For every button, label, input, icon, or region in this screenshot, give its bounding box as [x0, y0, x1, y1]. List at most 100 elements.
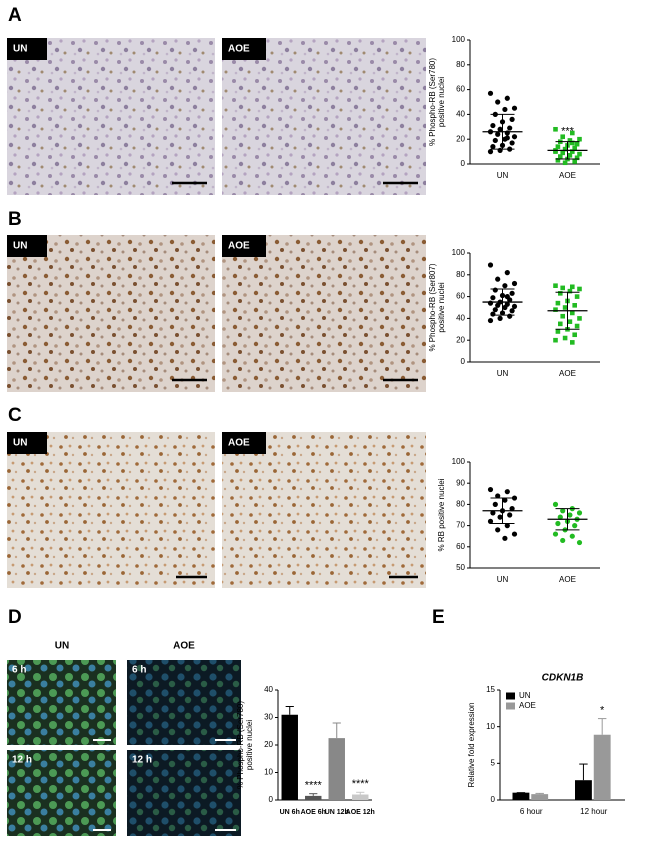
data-point	[562, 160, 568, 166]
data-point	[577, 316, 582, 321]
data-point	[567, 319, 573, 324]
panel-label: E	[432, 607, 445, 628]
y-tick-label: 40	[456, 110, 465, 119]
y-tick-label: 0	[461, 159, 466, 168]
data-point	[495, 99, 501, 105]
data-point	[562, 335, 568, 341]
data-point	[553, 149, 558, 154]
data-point	[570, 310, 575, 316]
data-point	[502, 497, 508, 503]
data-point	[487, 518, 494, 524]
data-point	[562, 146, 568, 152]
y-tick-label: 0	[491, 795, 496, 804]
label-box	[7, 38, 47, 60]
data-point	[504, 489, 510, 495]
data-point	[558, 291, 563, 296]
y-tick-label: 5	[491, 758, 496, 767]
micrograph	[7, 660, 116, 745]
x-tick-label: UN	[497, 171, 509, 180]
image-label: UN	[13, 241, 27, 252]
x-tick-label: UN	[497, 369, 509, 378]
data-point	[567, 138, 573, 143]
y-tick-label: 100	[452, 457, 466, 466]
legend-label: AOE	[519, 701, 536, 710]
image-label: AOE	[228, 241, 250, 252]
data-point	[555, 329, 561, 334]
bar	[305, 795, 322, 800]
data-point	[502, 106, 508, 113]
y-axis-label: % Phospho-RB (Ser780)	[236, 701, 245, 789]
data-point	[570, 130, 575, 136]
data-point	[487, 149, 494, 155]
data-point	[504, 135, 510, 141]
data-point	[558, 321, 563, 327]
x-tick-label: AOE	[559, 369, 576, 378]
data-point	[495, 302, 501, 308]
bar	[328, 738, 345, 800]
panel-label: B	[8, 209, 22, 230]
label-box	[7, 432, 47, 454]
data-point	[553, 337, 558, 343]
data-point	[495, 131, 501, 137]
data-point	[509, 506, 515, 512]
data-point	[567, 153, 573, 158]
micrograph	[127, 660, 241, 745]
x-tick-label: 12 hour	[580, 807, 607, 816]
y-tick-label: 100	[452, 248, 466, 257]
data-point	[492, 307, 498, 313]
data-point	[509, 308, 515, 314]
image-label: 6 h	[12, 665, 26, 676]
data-point	[553, 307, 558, 312]
data-point	[576, 539, 583, 546]
y-tick-label: 60	[456, 85, 465, 94]
data-point	[504, 95, 510, 101]
data-point	[492, 137, 498, 144]
y-tick-label: 20	[456, 335, 465, 344]
data-point	[555, 520, 561, 527]
bar	[281, 714, 298, 800]
legend-swatch	[506, 702, 515, 710]
y-tick-label: 10	[486, 722, 495, 731]
data-point	[567, 512, 573, 518]
data-point	[507, 313, 513, 319]
y-tick-label: 60	[456, 292, 465, 301]
bar	[531, 794, 549, 800]
data-point	[504, 294, 510, 300]
bar	[575, 780, 592, 800]
y-tick-label: 100	[452, 35, 466, 44]
x-tick-label: UN	[497, 575, 509, 584]
data-point	[577, 136, 582, 142]
data-point	[560, 537, 566, 544]
y-axis-label: positive nuclei	[245, 720, 254, 770]
data-point	[511, 134, 518, 140]
y-tick-label: 0	[461, 357, 466, 366]
data-point	[560, 285, 565, 291]
data-point	[511, 303, 518, 310]
y-tick-label: 70	[456, 521, 465, 530]
y-tick-label: 80	[456, 60, 465, 69]
data-point	[570, 284, 575, 290]
image-label: UN	[13, 438, 27, 449]
bar	[512, 792, 530, 800]
image-label: UN	[13, 44, 27, 55]
image-label: 6 h	[132, 665, 146, 676]
panel-label: A	[8, 5, 22, 26]
data-point	[492, 501, 498, 507]
y-axis-label: % Phospho-RB (Ser807)	[428, 263, 437, 351]
data-point	[497, 126, 503, 132]
bar	[593, 734, 611, 800]
data-point	[572, 523, 578, 529]
data-point	[511, 280, 518, 287]
image-label: 12 h	[12, 755, 32, 766]
x-tick-label: AOE 6h	[301, 809, 326, 816]
data-point	[555, 300, 561, 306]
data-point	[552, 531, 559, 537]
label-box	[7, 235, 47, 257]
data-point	[502, 535, 508, 541]
chart-title: CDKN1B	[542, 673, 584, 684]
y-axis-label: % RB positive nuclei	[437, 478, 446, 551]
x-tick-label: UN 12h	[325, 809, 349, 816]
y-tick-label: 40	[264, 685, 273, 694]
annotation: ***	[561, 126, 575, 138]
